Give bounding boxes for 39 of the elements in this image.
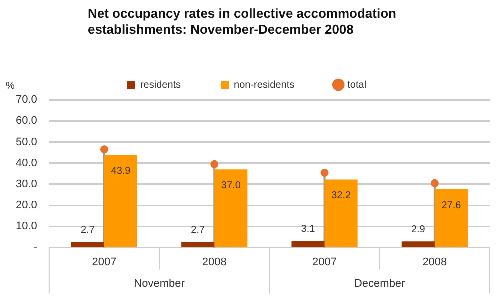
y-tick-label: 70.0	[16, 94, 38, 106]
data-label: 2.7	[81, 224, 96, 236]
x-tick-label: 2008	[202, 256, 227, 268]
data-label: 2.9	[411, 224, 426, 236]
point	[210, 160, 219, 168]
y-tick-label: 30.0	[16, 178, 38, 190]
text: November	[134, 278, 186, 290]
text: December	[354, 278, 406, 290]
y-tick-label: 60.0	[16, 115, 38, 128]
y-tick-label: -	[34, 242, 38, 254]
y-axis-title: %	[6, 80, 15, 92]
x-tick-label: 2007	[92, 256, 117, 268]
bar	[324, 180, 358, 248]
y-tick-label: 50.0	[16, 136, 38, 148]
legend-label: total	[348, 80, 367, 91]
data-label: 43.9	[111, 166, 132, 177]
y-tick-label: 40.0	[16, 157, 38, 170]
x-tick-label: 2008	[422, 256, 448, 268]
point	[320, 169, 329, 178]
legend-label: residents	[140, 80, 182, 91]
y-tick-label: 10.0	[16, 220, 38, 233]
y-tick-label: 20.0	[16, 200, 38, 212]
legend-label: non-residents	[234, 80, 295, 91]
bar	[182, 242, 215, 248]
data-label: 37.0	[221, 180, 242, 192]
data-label: 32.2	[332, 190, 352, 202]
point	[430, 179, 439, 188]
data-label: 2.7	[191, 224, 206, 236]
bar	[104, 155, 138, 248]
bar	[71, 242, 104, 248]
bar	[402, 242, 435, 248]
point	[100, 146, 108, 154]
bar	[214, 170, 248, 248]
data-label: 3.1	[301, 224, 316, 236]
data-label: 27.6	[442, 200, 462, 212]
chart-title: Net occupancy rates in collective accommodation establishments: November-December 2008	[88, 6, 398, 38]
bar	[434, 190, 468, 248]
bar	[292, 241, 325, 248]
x-tick-label: 2007	[312, 256, 338, 268]
